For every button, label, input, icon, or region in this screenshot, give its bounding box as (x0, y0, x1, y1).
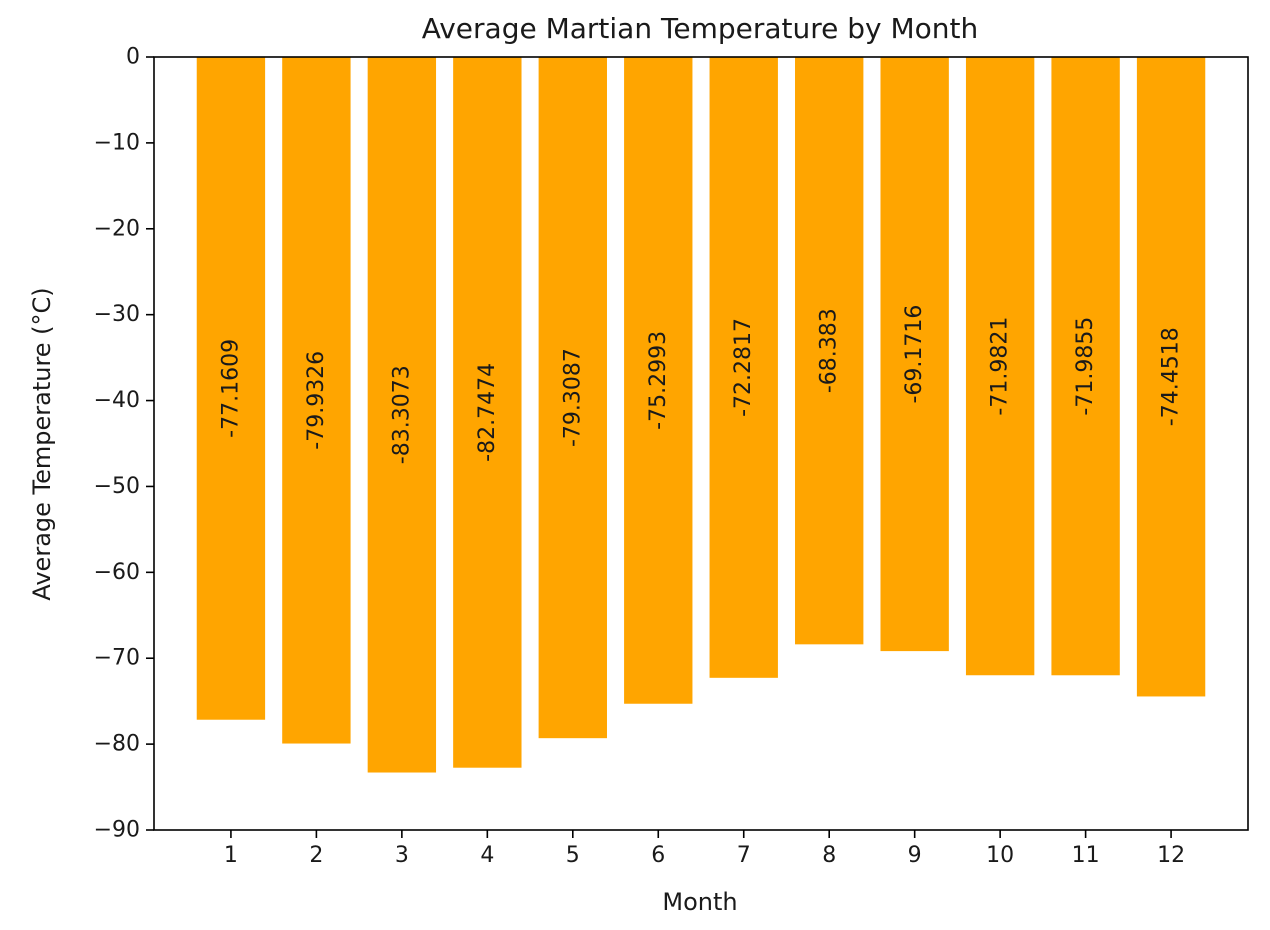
x-tick-label: 1 (224, 843, 238, 868)
bar-value-label: -71.9855 (1073, 317, 1098, 416)
bar-value-label: -71.9821 (988, 317, 1013, 416)
bar-value-label: -75.2993 (646, 331, 671, 430)
y-tick-label: −50 (94, 474, 140, 499)
bar-value-label: -83.3073 (389, 365, 414, 464)
x-tick-label: 12 (1157, 843, 1185, 868)
bar-month-4 (453, 57, 522, 768)
bar-value-label: -69.1716 (902, 305, 927, 404)
bar-value-label: -82.7474 (475, 363, 500, 462)
plot-frame (153, 56, 1249, 831)
bar-month-5 (538, 57, 607, 739)
y-tick-label: −70 (94, 646, 140, 671)
y-axis-label: Average Temperature (°C) (28, 287, 56, 600)
bar-labels-layer: -77.1609 -79.9326 -83.3073 -82.7474 -79.3087… (218, 305, 1183, 465)
bar-value-label: -74.4518 (1159, 327, 1184, 426)
bar-month-6 (624, 57, 693, 704)
y-tick-label: −90 (94, 818, 140, 843)
bar-month-12 (1136, 57, 1206, 697)
chart-title: Average Martian Temperature by Month (422, 12, 979, 45)
y-tick-label: −10 (94, 130, 140, 155)
x-tick-label: 2 (309, 843, 323, 868)
x-tick-label: 4 (480, 843, 494, 868)
bar-month-3 (367, 57, 437, 773)
x-tick-label: 9 (908, 843, 922, 868)
bar-month-7 (709, 57, 778, 678)
bars-layer (196, 57, 1206, 773)
bar-value-label: -68.383 (817, 308, 842, 393)
y-tick-label: −30 (94, 302, 140, 327)
bar-month-10 (965, 57, 1035, 676)
x-tick-label: 3 (395, 843, 409, 868)
y-tick-label: −40 (94, 388, 140, 413)
bar-value-label: -79.3087 (560, 348, 585, 447)
y-tick-label: −20 (94, 216, 140, 241)
x-tick-label: 10 (986, 843, 1014, 868)
x-tick-label: 11 (1072, 843, 1100, 868)
axes-layer: 0−10−20−30−40−50−60−70−80−901 2 3 4 5 6 7 8 9 10 1… (94, 45, 1249, 868)
bar-value-label: -72.2817 (731, 318, 756, 417)
x-tick-label: 5 (566, 843, 580, 868)
x-tick-label: 8 (822, 843, 836, 868)
bar-value-label: -77.1609 (218, 339, 243, 438)
y-tick-label: −80 (94, 732, 140, 757)
x-axis-label: Month (662, 888, 737, 916)
bar-value-label: -79.9326 (304, 351, 329, 450)
bar-month-8 (795, 57, 864, 645)
bar-month-1 (196, 57, 266, 720)
x-tick-label: 6 (651, 843, 665, 868)
bar-month-11 (1051, 57, 1120, 676)
bar-month-2 (282, 57, 351, 744)
y-tick-label: −60 (94, 560, 140, 585)
y-tick-label: 0 (126, 45, 140, 70)
bar-month-9 (880, 57, 949, 652)
x-tick-label: 7 (737, 843, 751, 868)
